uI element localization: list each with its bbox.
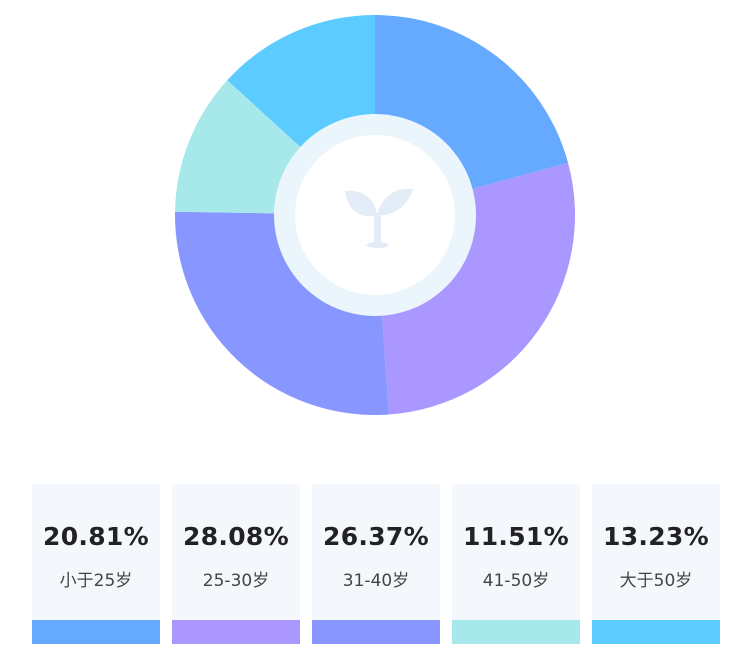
age-label: 31-40岁 bbox=[342, 571, 410, 591]
age-label: 41-50岁 bbox=[482, 571, 550, 591]
slice-41-50 bbox=[175, 80, 302, 214]
color-bar bbox=[172, 620, 300, 644]
percent-value: 11.51% bbox=[463, 522, 569, 551]
legend-card-25-30: 28.08% 25-30岁 bbox=[172, 484, 300, 644]
percent-value: 28.08% bbox=[183, 522, 289, 551]
percent-value: 20.81% bbox=[43, 522, 149, 551]
slice-31-40 bbox=[175, 211, 389, 415]
percent-value: 13.23% bbox=[603, 522, 709, 551]
age-label: 大于50岁 bbox=[619, 571, 693, 591]
sprout-icon bbox=[345, 188, 413, 248]
slice-under-25 bbox=[375, 15, 569, 189]
legend-card-over-50: 13.23% 大于50岁 bbox=[592, 484, 720, 644]
legend-card-under-25: 20.81% 小于25岁 bbox=[32, 484, 160, 644]
color-bar bbox=[592, 620, 720, 644]
slice-25-30 bbox=[381, 162, 575, 415]
color-bar bbox=[32, 620, 160, 644]
color-bar bbox=[312, 620, 440, 644]
legend-card-31-40: 26.37% 31-40岁 bbox=[312, 484, 440, 644]
percent-value: 26.37% bbox=[323, 522, 429, 551]
color-bar bbox=[452, 620, 580, 644]
slice-over-50 bbox=[227, 15, 375, 148]
donut-chart-svg bbox=[175, 15, 575, 415]
donut-chart bbox=[173, 13, 577, 417]
legend-cards: 20.81% 小于25岁 28.08% 25-30岁 26.37% 31-40岁… bbox=[32, 484, 720, 644]
age-label: 小于25岁 bbox=[59, 571, 133, 591]
legend-card-41-50: 11.51% 41-50岁 bbox=[452, 484, 580, 644]
age-label: 25-30岁 bbox=[202, 571, 270, 591]
